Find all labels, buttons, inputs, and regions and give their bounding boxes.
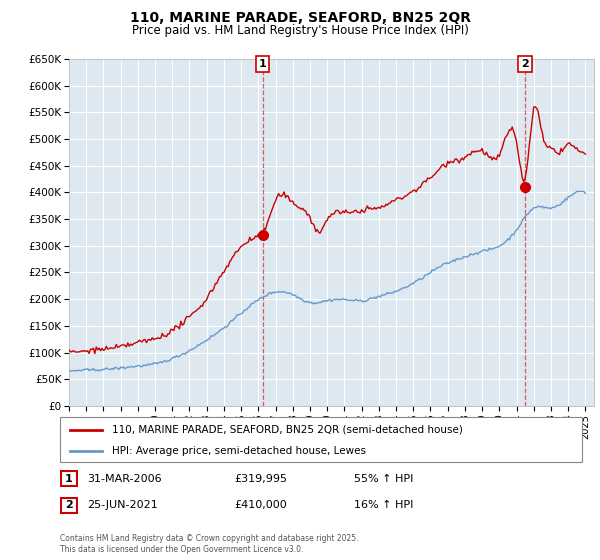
FancyBboxPatch shape — [61, 472, 77, 486]
Text: 55% ↑ HPI: 55% ↑ HPI — [354, 474, 413, 484]
Text: 25-JUN-2021: 25-JUN-2021 — [87, 500, 158, 510]
FancyBboxPatch shape — [60, 417, 582, 462]
Text: 1: 1 — [259, 59, 266, 69]
Text: 110, MARINE PARADE, SEAFORD, BN25 2QR: 110, MARINE PARADE, SEAFORD, BN25 2QR — [130, 11, 470, 25]
Text: 110, MARINE PARADE, SEAFORD, BN25 2QR (semi-detached house): 110, MARINE PARADE, SEAFORD, BN25 2QR (s… — [112, 424, 463, 435]
FancyBboxPatch shape — [61, 497, 77, 513]
Text: 1: 1 — [65, 474, 73, 484]
Text: Price paid vs. HM Land Registry's House Price Index (HPI): Price paid vs. HM Land Registry's House … — [131, 24, 469, 36]
Text: HPI: Average price, semi-detached house, Lewes: HPI: Average price, semi-detached house,… — [112, 446, 366, 456]
Text: 16% ↑ HPI: 16% ↑ HPI — [354, 500, 413, 510]
Text: £410,000: £410,000 — [234, 500, 287, 510]
Text: Contains HM Land Registry data © Crown copyright and database right 2025.
This d: Contains HM Land Registry data © Crown c… — [60, 534, 359, 554]
Text: 31-MAR-2006: 31-MAR-2006 — [87, 474, 161, 484]
Text: 2: 2 — [65, 500, 73, 510]
Text: £319,995: £319,995 — [234, 474, 287, 484]
Text: 2: 2 — [521, 59, 529, 69]
